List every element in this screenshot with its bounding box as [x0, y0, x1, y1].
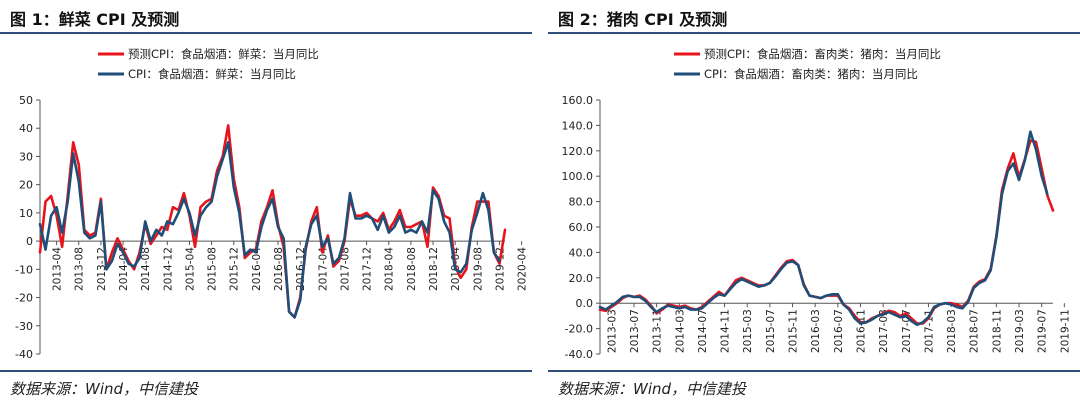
y-tick-label: -40 — [15, 348, 33, 361]
x-tick-label: 2019-08 — [472, 247, 484, 291]
x-tick-label: 2017-12 — [362, 247, 374, 291]
x-tick-label: 2019-07 — [1037, 309, 1049, 353]
x-tick-label: 2016-08 — [273, 247, 285, 291]
y-tick-label: 160.0 — [562, 94, 594, 107]
x-tick-label: 2019-03 — [1014, 309, 1026, 353]
y-tick-label: 20 — [19, 179, 33, 192]
chart-title: 图 2：猪肉 CPI 及预测 — [558, 10, 728, 29]
series-line-actual — [598, 130, 1049, 327]
divider — [0, 370, 532, 372]
y-tick-label: -40.0 — [565, 348, 593, 361]
y-tick-label: 10 — [19, 207, 33, 220]
chart-panel-vegetables: 图 1：鲜菜 CPI 及预测 -40 -30 -20 -10 0 10 20 30 40 50 20… — [0, 0, 532, 402]
legend-label: 预测CPI：食品烟酒：鲜菜：当月同比 — [128, 47, 319, 61]
y-tick-label: 120.0 — [562, 145, 594, 158]
x-tick-label: 2016-03 — [810, 309, 822, 353]
x-tick-label: 2014-11 — [720, 309, 732, 353]
y-tick-label: 30 — [19, 150, 33, 163]
divider — [548, 370, 1080, 372]
y-tick-label: -20.0 — [565, 323, 593, 336]
x-tick-label: 2015-12 — [229, 247, 241, 291]
y-tick-label: 20.0 — [569, 272, 594, 285]
y-tick-label: 40.0 — [569, 246, 594, 259]
x-tick-label: 2014-07 — [697, 309, 709, 353]
y-tick-label: 40 — [19, 122, 33, 135]
x-tick-label: 2013-04 — [52, 247, 64, 291]
x-tick-label: 2016-04 — [251, 247, 263, 291]
source-note: 数据来源：Wind，中信建投 — [10, 380, 199, 398]
x-tick-label: 2013-07 — [629, 309, 641, 353]
x-tick-label: 2015-08 — [207, 247, 219, 291]
chart-title: 图 1：鲜菜 CPI 及预测 — [10, 10, 180, 29]
divider — [548, 32, 1080, 34]
x-tick-label: 2016-11 — [855, 309, 867, 353]
x-tick-label: 2013-03 — [606, 309, 618, 353]
x-tick-label: 2015-03 — [742, 309, 754, 353]
x-tick-label: 2017-04 — [317, 247, 329, 291]
divider — [0, 32, 532, 34]
x-tick-label: 2015-04 — [184, 247, 196, 291]
x-tick-label: 2015-07 — [765, 309, 777, 353]
y-tick-label: 100.0 — [562, 170, 594, 183]
y-tick-label: 0.0 — [576, 297, 594, 310]
legend-label: CPI：食品烟酒：畜肉类：猪肉：当月同比 — [704, 67, 918, 81]
x-tick-label: 2018-07 — [969, 309, 981, 353]
x-tick-label: 2018-08 — [406, 247, 418, 291]
source-note: 数据来源：Wind，中信建投 — [558, 380, 747, 398]
x-tick-label: 2013-08 — [74, 247, 86, 291]
x-tick-label: 2020-04 — [517, 247, 529, 291]
x-tick-label: 2018-11 — [991, 309, 1003, 353]
x-tick-label: 2014-03 — [674, 309, 686, 353]
x-tick-label: 2017-08 — [339, 247, 351, 291]
x-tick-label: 2014-08 — [140, 247, 152, 291]
y-tick-label: 140.0 — [562, 119, 594, 132]
x-tick-label: 2014-04 — [118, 247, 130, 291]
y-tick-label: -30 — [15, 320, 33, 333]
series-line-forecast — [38, 124, 507, 319]
x-tick-label: 2013-11 — [652, 309, 664, 353]
chart-panel-pork: 图 2：猪肉 CPI 及预测 -40.0 -20.0 0.0 20.0 40.0 60.0… — [548, 0, 1080, 402]
x-tick-label: 2018-12 — [428, 247, 440, 291]
x-tick-label: 2016-07 — [833, 309, 845, 353]
chart-vegetables: -40 -30 -20 -10 0 10 20 30 40 50 2013-04 2013-08 201… — [15, 47, 529, 361]
legend-label: CPI：食品烟酒：鲜菜：当月同比 — [128, 67, 296, 81]
legend-label: 预测CPI：食品烟酒：畜肉类：猪肉：当月同比 — [704, 47, 941, 61]
y-tick-label: 50 — [19, 94, 33, 107]
x-tick-label: 2018-03 — [946, 309, 958, 353]
y-tick-label: 80.0 — [569, 196, 594, 209]
x-tick-label: 2014-12 — [162, 247, 174, 291]
series-line-actual — [38, 141, 501, 319]
x-tick-label: 2017-03 — [878, 309, 890, 353]
x-tick-label: 2018-04 — [384, 247, 396, 291]
x-tick-label: 2015-11 — [788, 309, 800, 353]
y-tick-label: 0 — [26, 235, 33, 248]
y-tick-label: -10 — [15, 263, 33, 276]
y-tick-label: -20 — [15, 292, 33, 305]
y-tick-label: 60.0 — [569, 221, 594, 234]
chart-pork: -40.0 -20.0 0.0 20.0 40.0 60.0 80.0 100.0 120.0 1… — [562, 47, 1072, 361]
x-tick-label: 2019-11 — [1059, 309, 1071, 353]
